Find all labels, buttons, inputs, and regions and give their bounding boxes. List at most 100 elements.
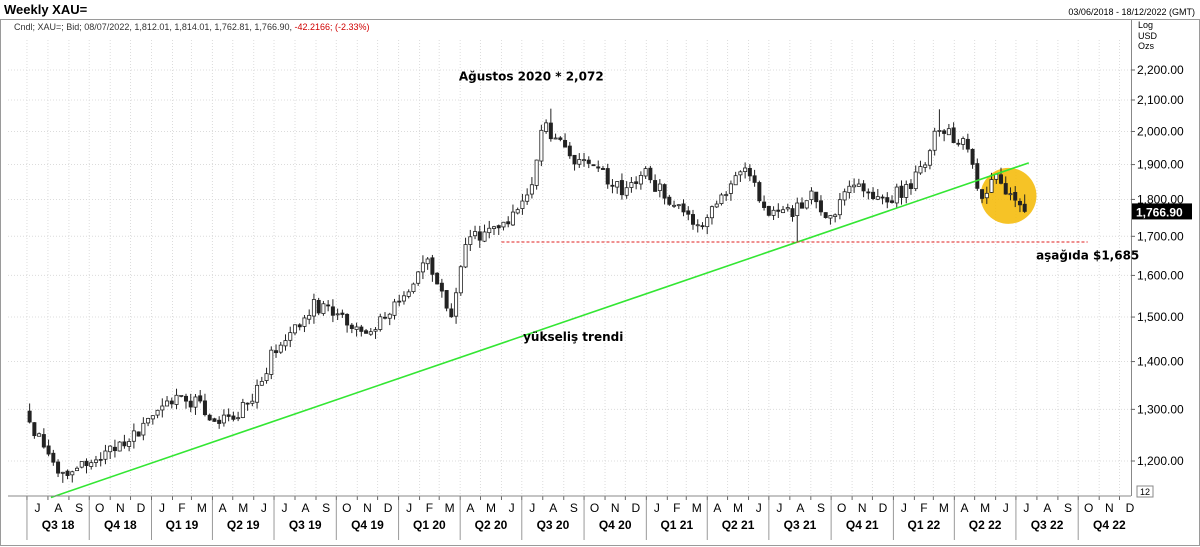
month-label: M — [939, 501, 949, 515]
candle — [439, 278, 444, 298]
candle-body — [691, 214, 696, 225]
month-label: O — [837, 501, 846, 515]
candle — [643, 166, 648, 179]
candle — [330, 299, 335, 323]
month-label: F — [673, 501, 680, 515]
y-tick-label: 2,100.00 — [1137, 93, 1184, 107]
unit-label: Ozs — [1138, 41, 1155, 51]
candle — [908, 179, 913, 195]
candle-body — [482, 231, 487, 242]
candle — [56, 459, 61, 478]
candle-body — [837, 199, 842, 216]
candle-body — [1017, 200, 1022, 206]
candle-body — [51, 452, 56, 463]
candle — [84, 458, 89, 474]
candle — [937, 109, 942, 137]
candle — [672, 200, 677, 208]
candle — [487, 220, 492, 239]
candle — [41, 428, 46, 449]
candle-body — [292, 324, 297, 334]
candle — [785, 203, 790, 212]
quarter-label: Q3 18 — [42, 518, 75, 532]
candle — [278, 341, 283, 354]
candle — [866, 188, 871, 200]
candle-body — [700, 225, 705, 228]
candle — [700, 222, 705, 230]
candle — [515, 207, 520, 215]
candle-body — [771, 209, 776, 216]
candle-body — [548, 122, 553, 140]
candle — [984, 186, 989, 204]
candle-body — [439, 282, 444, 292]
candle-body — [984, 192, 989, 199]
candle — [183, 393, 188, 409]
month-label: J — [776, 501, 782, 515]
candle — [1008, 187, 1013, 201]
candle-body — [259, 380, 264, 386]
candle — [965, 133, 970, 153]
candle-body — [657, 183, 662, 191]
candle-body — [136, 431, 141, 437]
month-label: N — [116, 501, 125, 515]
candle — [1017, 198, 1022, 213]
candle-body — [515, 209, 520, 214]
candle-body — [174, 394, 179, 405]
candle — [221, 409, 226, 427]
candle — [999, 167, 1004, 185]
candle — [70, 470, 75, 483]
candle-body — [567, 145, 572, 157]
candle-body — [970, 148, 975, 165]
candle — [93, 455, 98, 468]
candle-body — [368, 331, 373, 335]
y-tick-label: 1,300.00 — [1137, 402, 1184, 416]
quarter-label: Q2 20 — [475, 518, 508, 532]
candle — [397, 294, 402, 307]
candle-body — [856, 183, 861, 187]
candle — [202, 393, 207, 417]
candle-body — [179, 394, 184, 397]
candle-body — [529, 184, 534, 195]
candle-body — [1008, 193, 1013, 196]
candle — [226, 408, 231, 422]
candle-body — [643, 168, 648, 177]
candle — [307, 309, 312, 325]
candle-body — [799, 202, 804, 209]
candle-body — [112, 446, 117, 452]
candle — [27, 403, 32, 424]
candle-body — [326, 304, 331, 307]
candle — [288, 326, 293, 348]
candle — [401, 291, 406, 305]
month-label: A — [219, 501, 227, 515]
candle-body — [449, 308, 454, 318]
candle-body — [880, 196, 885, 199]
candle-body — [364, 330, 369, 334]
candle-body — [93, 459, 98, 463]
candle — [776, 203, 781, 218]
candle-body — [458, 266, 463, 294]
candle-body — [278, 344, 283, 353]
month-label: J — [261, 501, 267, 515]
candle — [648, 165, 653, 184]
candle-body — [463, 244, 468, 268]
candle-body — [397, 300, 402, 303]
candle — [837, 192, 842, 220]
candle-body — [160, 405, 165, 411]
candle-body — [871, 191, 876, 199]
candle-body — [823, 212, 828, 218]
candle — [899, 180, 904, 205]
candle — [406, 289, 411, 299]
candle — [539, 124, 544, 167]
candle — [525, 188, 530, 205]
annotation: Ağustos 2020 * 2,072 — [459, 69, 604, 83]
uptrend-line — [50, 162, 1030, 499]
candle-body — [923, 164, 928, 168]
month-label: F — [920, 501, 927, 515]
candle — [392, 298, 397, 320]
month-label: O — [95, 501, 104, 515]
candle-body — [918, 166, 923, 174]
candle — [799, 197, 804, 209]
candle — [927, 148, 932, 170]
candle — [444, 290, 449, 312]
candle-body — [709, 206, 714, 219]
